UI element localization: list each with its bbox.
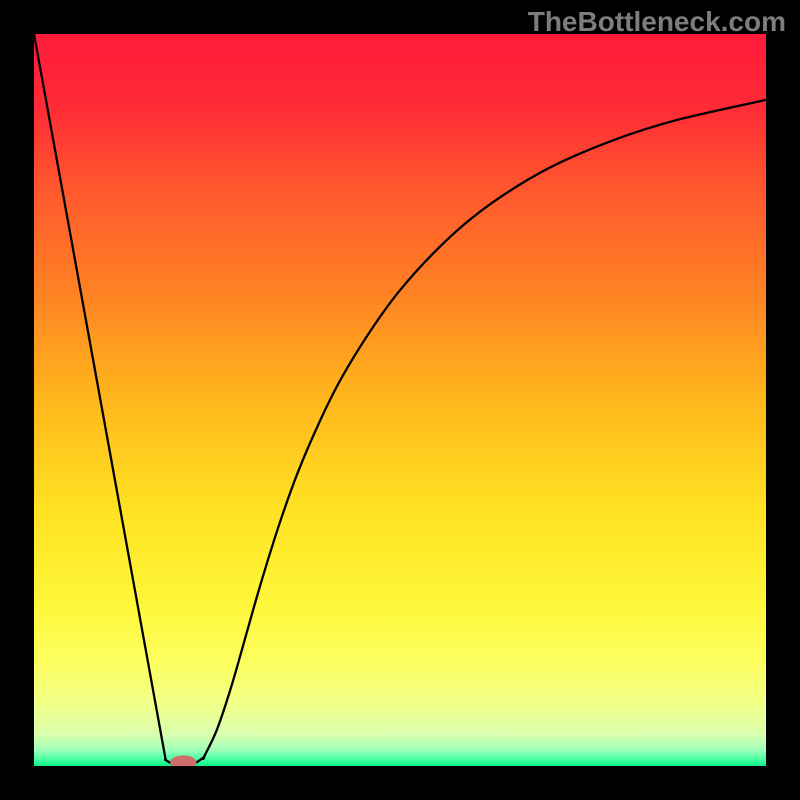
gradient-background — [34, 34, 766, 766]
chart-frame: TheBottleneck.com — [0, 0, 800, 800]
bottleneck-curve-plot — [34, 34, 766, 766]
watermark-text: TheBottleneck.com — [528, 6, 786, 38]
